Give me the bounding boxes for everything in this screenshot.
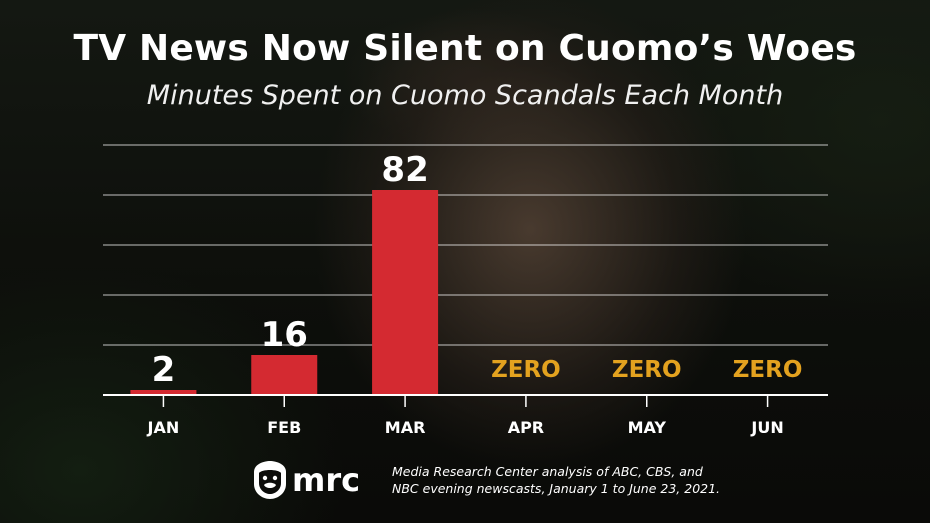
source-note: Media Research Center analysis of ABC, C…	[392, 464, 721, 496]
data-label: 16	[261, 315, 308, 355]
x-tick-label: MAR	[385, 418, 426, 437]
x-tick-label: JAN	[147, 418, 180, 437]
x-tick-label: APR	[508, 418, 544, 437]
chart-title: TV News Now Silent on Cuomo’s Woes	[73, 28, 857, 69]
x-tick-label: FEB	[267, 418, 301, 437]
data-label: 2	[152, 350, 176, 390]
data-label: ZERO	[491, 357, 561, 383]
mrc-logo: mrc	[254, 461, 360, 499]
data-label: 82	[381, 150, 428, 190]
bar	[251, 355, 318, 395]
bar	[130, 390, 197, 395]
x-tick-label: MAY	[628, 418, 667, 437]
data-label: ZERO	[733, 357, 803, 383]
chart-subtitle: Minutes Spent on Cuomo Scandals Each Mon…	[146, 80, 784, 111]
data-label: ZERO	[612, 357, 682, 383]
bulldog-icon	[254, 461, 286, 499]
logo-text: mrc	[292, 461, 360, 499]
x-tick-label: JUN	[750, 418, 783, 437]
bar	[372, 190, 439, 395]
